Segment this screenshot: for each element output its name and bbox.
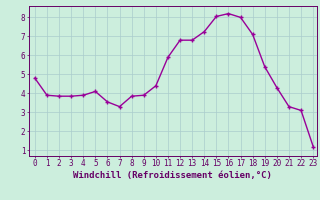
X-axis label: Windchill (Refroidissement éolien,°C): Windchill (Refroidissement éolien,°C) xyxy=(73,171,272,180)
